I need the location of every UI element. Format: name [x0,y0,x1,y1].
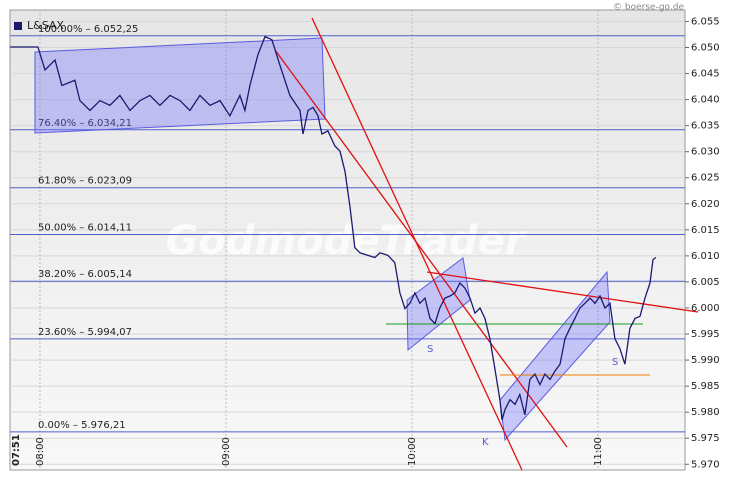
y-tick-label: 6.040 [691,95,720,106]
y-tick-label: 5.980 [691,407,720,418]
y-tick-label: 6.030 [691,147,720,158]
annotation: S [427,344,433,355]
x-tick-label: 11:00 [593,437,604,466]
legend-label: L&SAX [27,19,64,32]
y-tick-label: 6.055 [691,16,720,27]
fib-label: 50.00% – 6.014,11 [38,222,132,233]
y-tick-label: 6.005 [691,277,720,288]
plot-area [9,9,686,471]
annotation: S [612,357,618,368]
y-tick-label: 5.990 [691,355,720,366]
fib-label: 100.00% – 6.052,25 [38,24,138,35]
y-tick-label: 6.010 [691,251,720,262]
channel [34,37,326,134]
y-tick-label: 6.000 [691,303,720,314]
fib-label: 23.60% – 5.994,07 [38,327,132,338]
annotation: K [482,437,489,448]
fib-label: 61.80% – 6.023,09 [38,176,132,187]
y-tick-label: 6.045 [691,69,720,80]
fib-label: 76.40% – 6.034,21 [38,118,132,129]
trend-line [274,49,568,448]
x-tick-label: 09:00 [221,437,232,466]
y-tick-label: 6.035 [691,121,720,132]
y-tick-label: 6.050 [691,43,720,54]
fib-label: 38.20% – 6.005,14 [38,269,132,280]
fib-label: 0.00% – 5.976,21 [38,420,126,431]
y-tick-label: 5.975 [691,433,720,444]
y-tick-label: 6.025 [691,173,720,184]
x-tick-label: 10:00 [407,437,418,466]
watermark: GodmodeTrader [166,218,527,264]
y-tick-label: 6.015 [691,225,720,236]
start-label: 07:51 [11,434,22,466]
trend-line [426,271,699,313]
y-tick-label: 6.020 [691,199,720,210]
legend-swatch [14,22,22,30]
y-tick-label: 5.970 [691,459,720,470]
source: © boerse-go.de [613,3,684,13]
y-tick-label: 5.985 [691,381,720,392]
price-line [10,35,657,421]
y-tick-label: 5.995 [691,329,720,340]
x-tick-label: 08:00 [35,437,46,466]
